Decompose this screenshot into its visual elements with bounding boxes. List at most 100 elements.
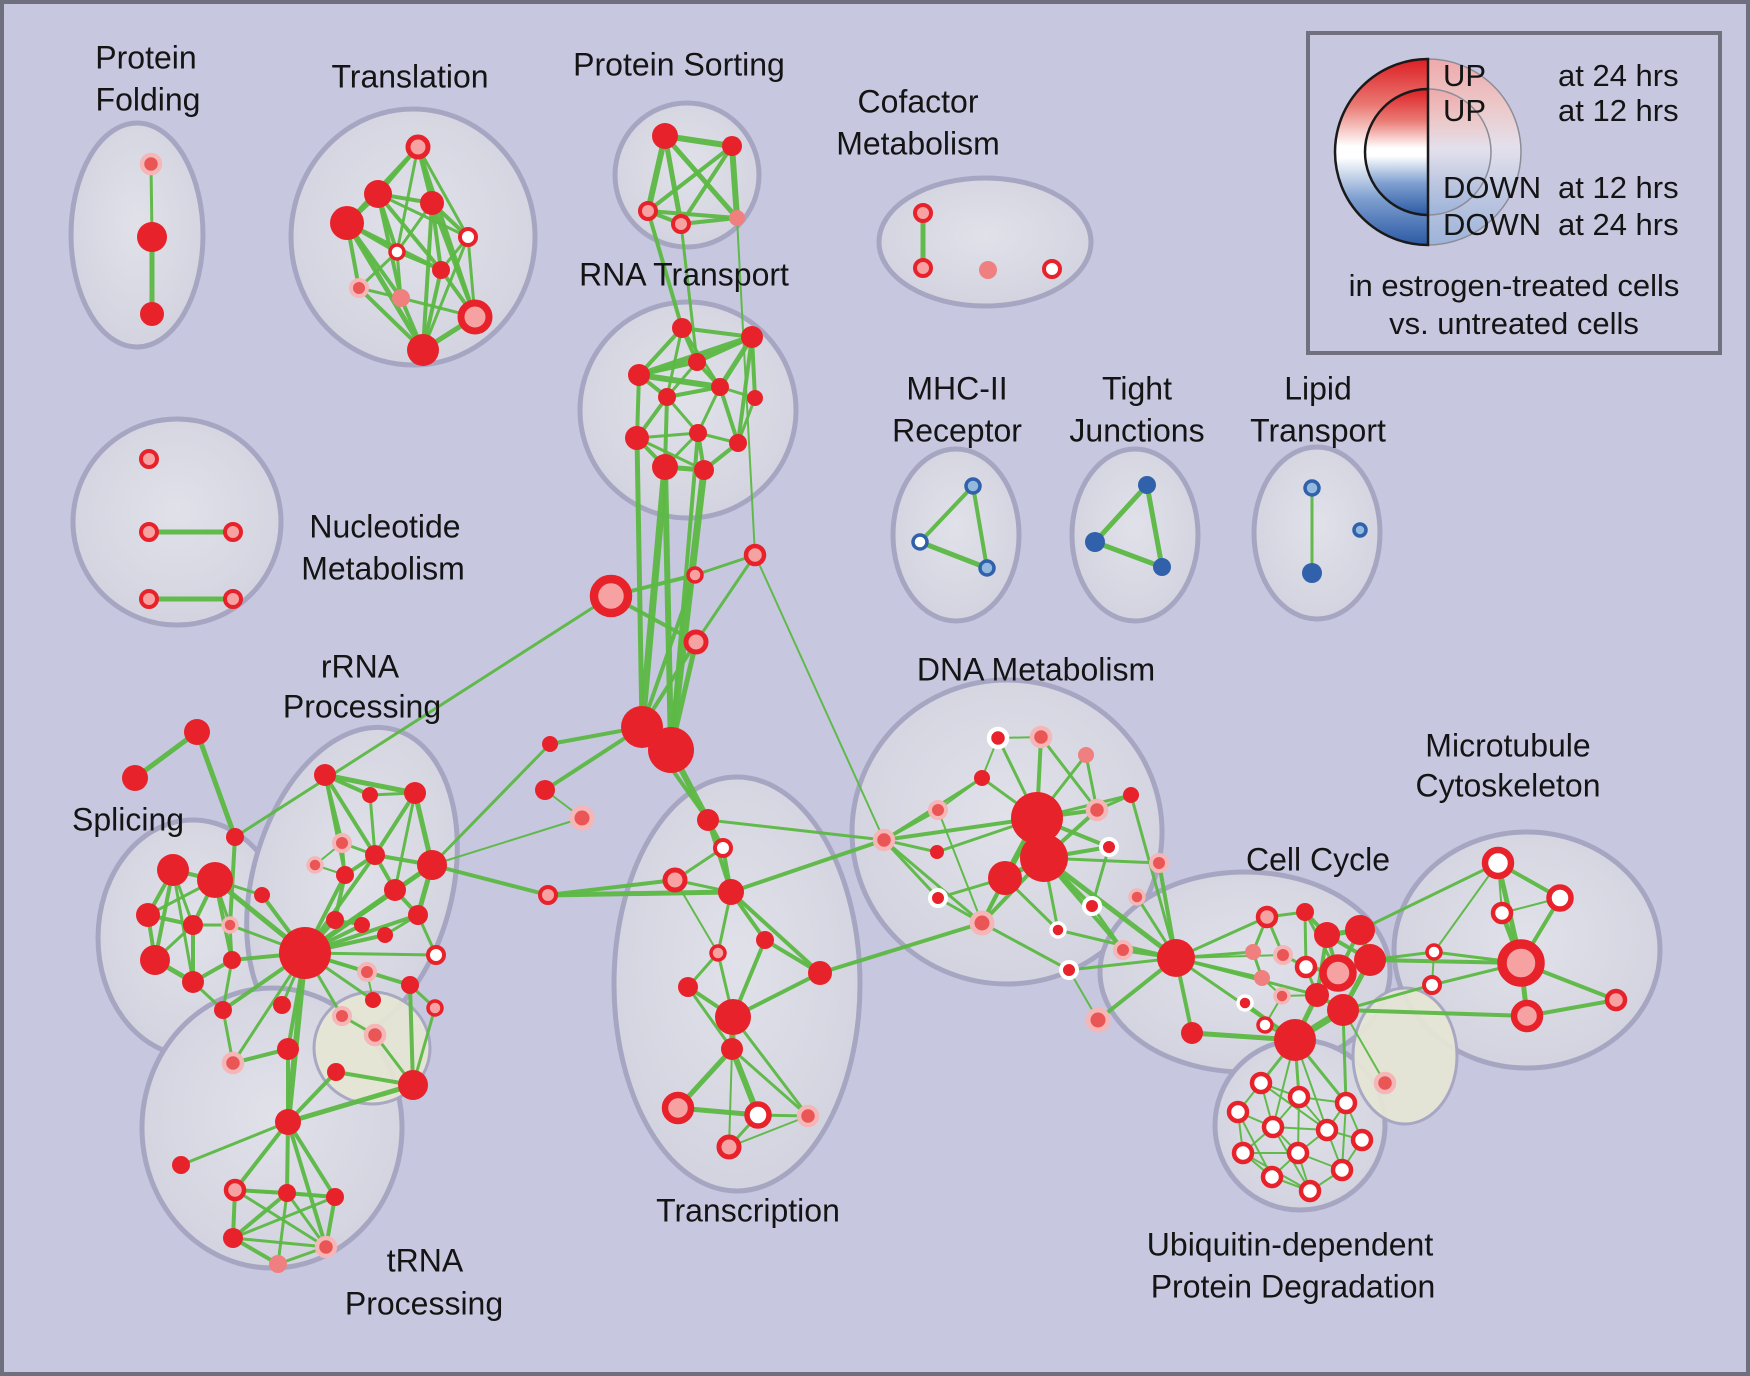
cluster-ellipse-tight-junctions [1069,446,1201,624]
graph-node-D23 [1085,1007,1111,1033]
graph-node-R19 [426,999,444,1017]
graph-edge [662,464,674,753]
graph-node-D6 [1085,798,1109,822]
legend-direction-3: DOWN [1443,207,1541,242]
graph-node-DMC [1157,939,1195,977]
cluster-label-ubiquitin-degradation: Ubiquitin-dependent [1147,1226,1434,1262]
graph-node-C5 [542,736,558,752]
graph-node-CC13 [1274,1019,1316,1061]
graph-edge [634,435,645,730]
graph-node-RT11 [652,454,678,480]
cluster-label-trna-processing: Processing [345,1285,503,1321]
graph-edge [1092,482,1150,545]
graph-node-TR12 [661,1091,695,1125]
graph-edge [686,985,734,1051]
graph-edge [276,1191,289,1266]
legend-caption-line1: in estrogen-treated cells [1349,268,1680,303]
graph-edge [1129,793,1178,960]
graph-node-TN8 [398,1070,428,1100]
graph-edge [285,1082,416,1125]
graph-node-CF4 [1042,259,1062,279]
graph-edge [646,209,684,330]
graph-node-RT6 [658,388,676,406]
graph-edge [323,773,347,877]
graph-node-R9 [254,887,270,903]
graph-edge [646,209,739,220]
graph-edge [233,1120,290,1192]
graph-edge [393,791,417,892]
graph-node-U1 [1249,1071,1273,1095]
graph-node-R14 [377,927,393,943]
graph-node-TN2 [277,1038,299,1060]
graph-node-R17 [401,976,419,994]
graph-node-L3 [1302,563,1322,583]
graph-node-S8 [223,951,241,969]
graph-node-TR9 [808,961,832,985]
graph-edge [233,594,613,839]
cluster-label-protein-folding: Protein [95,39,196,75]
graph-node-RT4 [688,353,706,371]
graph-node-U12 [1298,1179,1322,1203]
graph-edge [1041,855,1179,961]
graph-node-RT7 [747,390,763,406]
graph-node-D1 [986,726,1010,750]
legend-time-0: at 24 hrs [1558,58,1679,93]
labels-layer: Protein Folding Translation Protein Sorting… [72,39,1601,1321]
graph-node-H2 [648,727,694,773]
graph-node-L1 [1303,479,1321,497]
graph-node-D20 [1149,853,1169,873]
graph-edge [635,436,706,472]
graph-node-D5 [928,800,948,820]
graph-edge [1368,958,1523,965]
graph-node-S6 [140,945,170,975]
graph-node-CL1 [538,885,558,905]
graph-edge [667,466,708,754]
graph-edge [818,921,984,975]
graph-edge [421,235,470,352]
cluster-label-protein-folding: Folding [96,81,201,117]
cluster-label-microtubule-cytoskeleton: Microtubule [1425,727,1590,763]
graph-node-U11 [1260,1165,1284,1189]
cluster-label-cofactor-metabolism: Cofactor [858,83,979,119]
graph-edge [1433,862,1499,953]
legend-time-2: at 12 hrs [1558,170,1679,205]
graph-node-D10 [988,861,1022,895]
graph-node-CC6 [1273,945,1293,965]
graph-edge [679,144,734,226]
graph-node-S9 [214,1001,232,1019]
cluster-label-mhc-ii-receptor: MHC-II [906,370,1007,406]
graph-node-C2 [686,566,704,584]
graph-node-MT2 [1546,884,1574,912]
graph-edge [706,818,886,842]
graph-node-TR15 [716,1134,742,1160]
graph-node-TR13 [744,1101,772,1129]
graph-node-D13 [928,888,948,908]
graph-node-PF3 [140,302,164,326]
graph-node-D17 [1113,940,1133,960]
graph-edge [368,793,377,857]
graph-node-RT5 [711,378,729,396]
cluster-label-microtubule-cytoskeleton: Cytoskeleton [1416,767,1601,803]
cluster-label-tight-junctions: Junctions [1069,412,1204,448]
cluster-label-rna-transport: RNA Transport [579,256,789,292]
graph-edge [640,573,697,729]
graph-node-N2 [139,522,159,542]
graph-node-PF2 [137,222,167,252]
graph-edge [545,889,734,898]
graph-node-X2 [122,765,148,791]
graph-node-N5 [223,589,243,609]
graph-edge [662,133,740,221]
graph-edge [1039,735,1099,812]
legend-direction-2: DOWN [1443,170,1541,205]
graph-edge [1144,482,1165,570]
graph-node-CC15 [1354,944,1386,976]
cluster-ellipse-nucleotide-metabolism [70,416,284,628]
graph-node-TH5 [314,1235,338,1259]
graph-node-R20 [273,996,291,1014]
graph-edge [322,772,418,796]
cluster-label-tight-junctions: Tight [1102,370,1172,406]
graph-edge [1092,539,1165,570]
graph-node-TNC [275,1109,301,1135]
graph-node-D15 [1082,896,1102,916]
